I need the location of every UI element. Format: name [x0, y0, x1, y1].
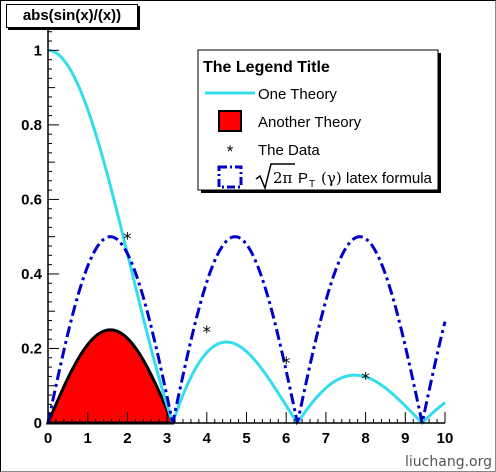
one-theory-line: [47, 48, 446, 426]
sqrt-symbol: [255, 163, 295, 191]
curve-layer: [46, 48, 447, 426]
x-tick-label: 0: [44, 430, 52, 447]
data-point-marker: *: [361, 369, 370, 389]
legend-entry-label: latex formula: [346, 170, 433, 187]
legend-box[interactable]: The Legend Title One Theory Another Theory…: [197, 49, 441, 193]
another-theory-area-layer: [45, 328, 175, 425]
formula-subscript-t: T: [309, 179, 315, 190]
x-tick-label: 8: [361, 430, 369, 447]
legend-title: The Legend Title: [203, 59, 330, 76]
y-tick-label: 0.8: [21, 117, 42, 134]
x-tick-label: 3: [163, 430, 171, 447]
data-point-marker: *: [203, 323, 212, 343]
latex-formula-line: [46, 235, 447, 426]
watermark: liuchang.org: [405, 454, 492, 470]
legend-fill-swatch: [218, 110, 242, 132]
x-tick-label: 10: [437, 430, 454, 447]
y-tick-label: 0.6: [21, 191, 42, 208]
x-tick-label: 6: [282, 430, 290, 447]
y-tick-label: 1: [34, 42, 42, 59]
x-tick-label: 5: [242, 430, 250, 447]
data-point-marker: *: [123, 230, 132, 250]
chart-title: abs(sin(x)/(x)): [22, 7, 122, 24]
formula-p: P: [298, 170, 308, 187]
chart-title-box[interactable]: abs(sin(x)/(x)): [6, 4, 138, 28]
legend-entry-label: Another Theory: [258, 114, 362, 131]
x-tick-label: 4: [203, 430, 212, 447]
data-point-marker: *: [282, 354, 291, 374]
y-tick-label: 0.4: [21, 266, 43, 283]
legend-entry-label: The Data: [258, 142, 320, 159]
legend-entry-label: One Theory: [258, 86, 337, 103]
legend-dashdot-swatch: [217, 165, 243, 189]
x-tick-label: 2: [123, 430, 131, 447]
legend-marker-swatch: *: [227, 142, 234, 161]
another-theory-area: [45, 328, 175, 425]
x-tick-label: 1: [84, 430, 92, 447]
x-tick-label: 9: [401, 430, 409, 447]
y-tick-label: 0: [34, 415, 42, 432]
axes-layer: 0 1 2 3 4 5 6 7 8 9 10 0 0.2 0.4 0.6 0.8 1: [21, 28, 453, 447]
formula-gamma: (γ): [321, 169, 342, 187]
x-tick-label: 7: [322, 430, 330, 447]
data-marker-layer: * * * *: [123, 230, 370, 390]
y-tick-label: 0.2: [21, 340, 42, 357]
formula-2pi: 2π: [273, 169, 293, 187]
